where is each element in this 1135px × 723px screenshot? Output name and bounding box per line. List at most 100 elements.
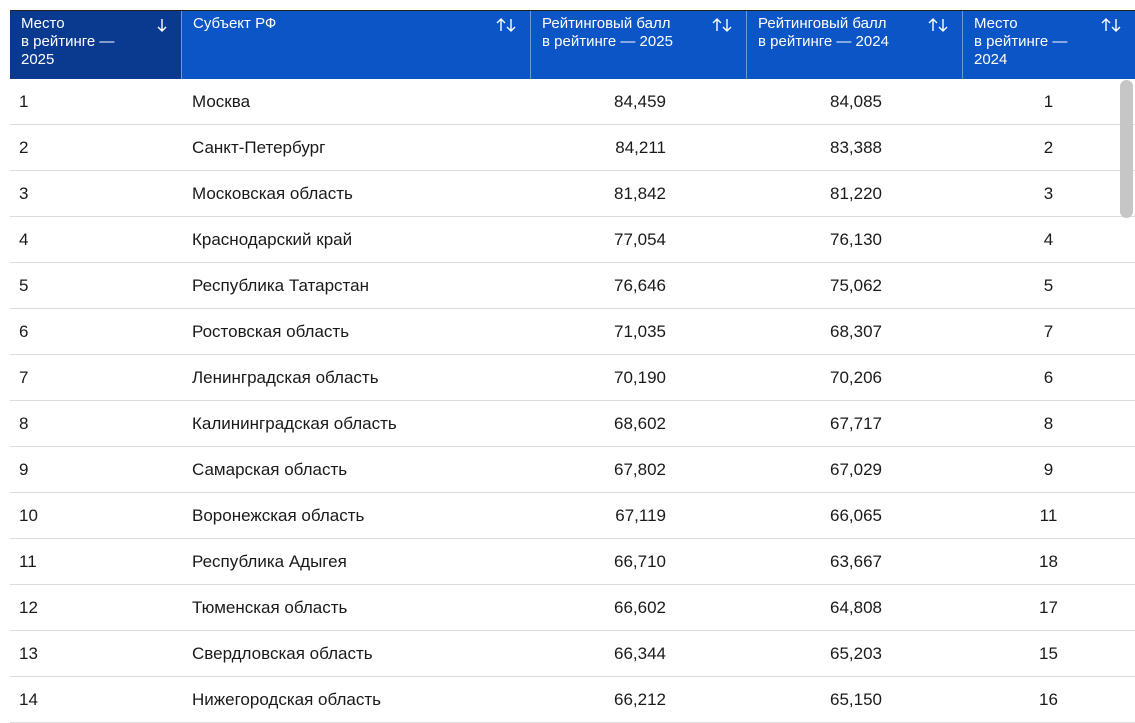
column-header-text: Место в рейтинге — 2025 [21,15,115,68]
table-row: 12 Тюменская область 66,602 64,808 17 [10,585,1135,631]
table-cell: 8 [19,413,29,433]
table-header: Место в рейтинге — 2025 Субъект РФ Рейтинг… [10,11,1135,79]
column-header[interactable]: Рейтинговый балл в рейтинге — 2025 [530,11,746,79]
table-cell: Санкт-Петербург [192,137,326,157]
ranking-table: Место в рейтинге — 2025 Субъект РФ Рейтинг… [10,10,1135,723]
table-cell: 77,054 [614,229,666,249]
table-cell: Ростовская область [192,321,350,341]
table-cell: Тюменская область [192,597,348,617]
table-row: 7 Ленинградская область 70,190 70,206 6 [10,355,1135,401]
table-cell: 67,717 [830,413,882,433]
table-cell: 12 [19,597,38,617]
table-cell: Краснодарский край [192,229,353,249]
table-cell: Воронежская область [192,505,365,525]
sort-icon[interactable] [712,17,732,33]
table-body: 1 Москва 84,459 84,085 1 2 Санкт-Петербург 84,2… [10,79,1135,723]
table-cell: 3 [1043,183,1054,203]
table-row: 3 Московская область 81,842 81,220 3 [10,171,1135,217]
column-header[interactable]: Место в рейтинге — 2024 [962,11,1135,79]
table-cell: 76,646 [614,275,666,295]
column-header[interactable]: Субъект РФ [181,11,530,79]
table-cell: 75,062 [830,275,882,295]
column-header-text: Рейтинговый балл в рейтинге — 2025 [542,15,673,50]
table-row: 6 Ростовская область 71,035 68,307 7 [10,309,1135,355]
table-cell: 70,206 [830,367,882,387]
sort-icon[interactable] [496,17,516,33]
table-cell: 68,307 [830,321,882,341]
table-cell: Республика Татарстан [192,275,369,295]
table-cell: 18 [1039,551,1058,571]
table-cell: 8 [1043,413,1054,433]
table-cell: Ленинградская область [192,367,379,387]
table-cell: 71,035 [614,321,666,341]
table-cell: 65,203 [830,643,882,663]
sort-icon[interactable] [1101,17,1121,33]
table-cell: 13 [19,643,38,663]
table-cell: 10 [19,505,38,525]
table-cell: 14 [19,689,38,709]
table-cell: 2 [1043,137,1054,157]
table-cell: 67,802 [614,459,666,479]
table-row: 14 Нижегородская область 66,212 65,150 16 [10,677,1135,723]
table-cell: 11 [1039,505,1058,525]
table-row: 4 Краснодарский край 77,054 76,130 4 [10,217,1135,263]
table-cell: 17 [1039,597,1058,617]
table-cell: 67,029 [830,459,882,479]
table-cell: 68,602 [614,413,666,433]
table-cell: 65,150 [830,689,882,709]
table-cell: 64,808 [830,597,882,617]
table-cell: Нижегородская область [192,689,381,709]
table-cell: 84,459 [614,91,666,111]
table-row: 11 Республика Адыгея 66,710 63,667 18 [10,539,1135,585]
table-cell: Москва [192,91,251,111]
table-cell: 3 [19,183,29,203]
table-cell: 16 [1039,689,1058,709]
table-cell: 66,212 [614,689,666,709]
table-cell: 11 [19,551,37,571]
table-cell: 4 [19,229,29,249]
table-cell: 81,842 [614,183,666,203]
sort-icon[interactable] [157,17,167,33]
table-row: 1 Москва 84,459 84,085 1 [10,79,1135,125]
table-cell: 66,065 [830,505,882,525]
table-cell: 84,085 [830,91,882,111]
table-cell: 1 [1043,91,1054,111]
table-cell: Республика Адыгея [192,551,347,571]
column-header[interactable]: Место в рейтинге — 2025 [10,11,181,79]
column-header[interactable]: Рейтинговый балл в рейтинге — 2024 [746,11,962,79]
table-cell: 83,388 [830,137,882,157]
table-cell: 1 [19,91,29,111]
table-cell: 66,344 [614,643,666,663]
column-header-text: Субъект РФ [193,15,277,32]
table-cell: 2 [19,137,29,157]
table-cell: 63,667 [830,551,882,571]
table-row: 9 Самарская область 67,802 67,029 9 [10,447,1135,493]
table-cell: 67,119 [615,505,666,525]
table-cell: 5 [1043,275,1054,295]
scrollbar[interactable] [1120,80,1133,218]
table-cell: 6 [1043,367,1054,387]
table-cell: 76,130 [830,229,882,249]
table-cell: Московская область [192,183,353,203]
table-row: 8 Калининградская область 68,602 67,717 8 [10,401,1135,447]
table-cell: 84,211 [615,137,666,157]
sort-icon[interactable] [928,17,948,33]
table-cell: Самарская область [192,459,348,479]
table-row: 2 Санкт-Петербург 84,211 83,388 2 [10,125,1135,171]
table-cell: 66,710 [614,551,666,571]
table-cell: 5 [19,275,29,295]
table-cell: 70,190 [614,367,666,387]
table-row: 5 Республика Татарстан 76,646 75,062 5 [10,263,1135,309]
table-row: 10 Воронежская область 67,119 66,065 11 [10,493,1135,539]
table-cell: 15 [1039,643,1058,663]
table-cell: Калининградская область [192,413,397,433]
column-header-text: Место в рейтинге — 2024 [974,15,1068,68]
table-cell: 7 [1043,321,1054,341]
table-cell: 9 [19,459,29,479]
table-cell: 6 [19,321,29,341]
table-cell: 81,220 [830,183,882,203]
table-cell: 66,602 [614,597,666,617]
table-cell: 9 [1043,459,1054,479]
column-header-text: Рейтинговый балл в рейтинге — 2024 [758,15,889,50]
